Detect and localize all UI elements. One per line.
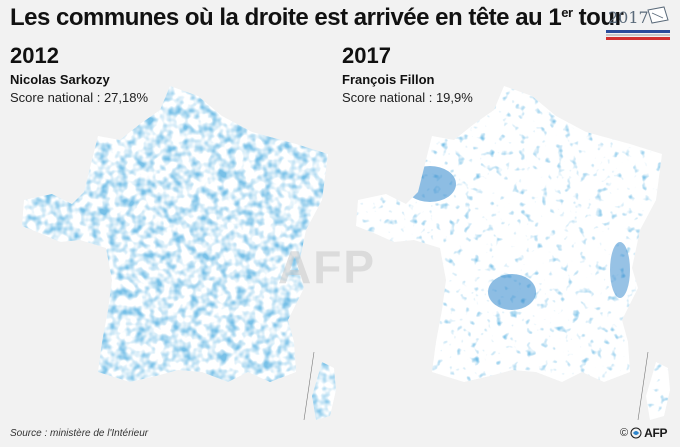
cluster-alps (610, 242, 630, 298)
copyright-symbol: © (620, 427, 629, 439)
ballot-icon (606, 6, 670, 40)
title-main: Les communes où la droite est arrivée en… (10, 4, 562, 31)
panel-2017-header: 2017 François Fillon Score national : 19… (342, 44, 473, 107)
panel-2012-candidate: Nicolas Sarkozy (10, 72, 110, 87)
cluster-massif-central (488, 274, 536, 310)
afp-agency: AFP (644, 426, 668, 440)
panel-2017-score: Score national : 19,9% (342, 90, 473, 105)
map-2012 (22, 86, 336, 421)
panel-2012-score: Score national : 27,18% (10, 90, 149, 105)
map-2017 (356, 86, 670, 421)
panel-2012-year: 2012 (10, 43, 59, 68)
afp-credit: © AFP (620, 426, 668, 440)
corsica-communes-2017 (646, 362, 670, 420)
badge-year: 2017 (608, 8, 649, 27)
afp-watermark: AFP (278, 241, 376, 293)
communes-2017 (356, 86, 662, 382)
page-title: Les communes où la droite est arrivée en… (10, 4, 624, 32)
panel-2012-header: 2012 Nicolas Sarkozy Score national : 27… (10, 44, 148, 107)
afp-logo-icon (630, 427, 642, 439)
source-note: Source : ministère de l'Intérieur (10, 428, 149, 439)
election-badge: 2017 (606, 6, 672, 40)
title-superscript: er (561, 5, 573, 20)
panel-2017-candidate: François Fillon (342, 72, 435, 87)
corsica-inset-line-2017 (637, 351, 649, 421)
panel-2017-year: 2017 (342, 43, 391, 68)
title-end: tour (572, 4, 624, 31)
corsica-inset-line-2012 (303, 351, 315, 421)
cluster-paris-west (404, 166, 456, 202)
